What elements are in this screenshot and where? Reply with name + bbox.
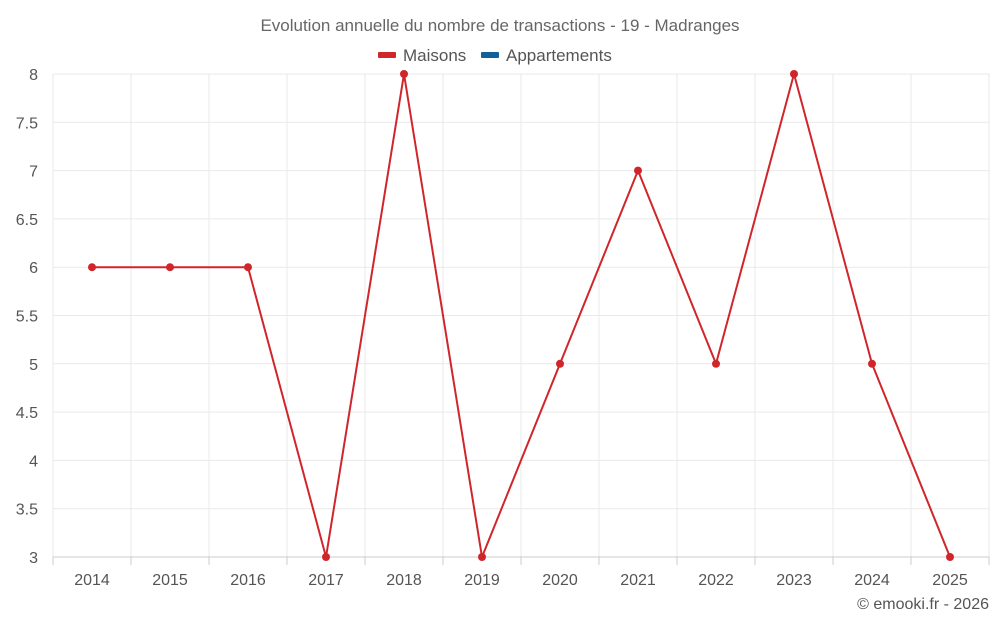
x-axis-ticks: 2014 2015 2016 2017 2018 2019 2020 2021 2022 2023… [74, 572, 968, 589]
x-tick-label: 2017 [308, 572, 344, 589]
data-point-2014[interactable] [88, 263, 96, 272]
x-tick-label: 2019 [464, 572, 500, 589]
x-tick-label: 2020 [542, 572, 578, 589]
x-tick-label: 2023 [776, 572, 812, 589]
legend-item-maisons[interactable]: Maisons [378, 46, 466, 65]
legend-item-appartements[interactable]: Appartements [481, 46, 612, 65]
y-tick-label: 5.5 [16, 309, 38, 326]
legend-swatch-maisons [378, 52, 396, 58]
series-line-maisons [92, 73, 951, 558]
x-tick-label: 2014 [74, 572, 110, 589]
data-point-2016[interactable] [244, 263, 252, 272]
y-tick-label: 3.5 [16, 502, 38, 519]
data-point-2017[interactable] [322, 553, 330, 561]
legend-swatch-appartements [481, 52, 499, 58]
x-tick-label: 2016 [230, 572, 266, 589]
series-maisons [88, 70, 954, 561]
data-point-2023[interactable] [790, 70, 798, 78]
x-tick-label: 2025 [932, 572, 968, 589]
x-tick-label: 2024 [854, 572, 890, 589]
y-tick-label: 6.5 [16, 212, 38, 229]
data-point-2019[interactable] [478, 553, 486, 561]
y-tick-label: 5 [29, 357, 38, 374]
credit: © emooki.fr - 2026 [857, 596, 989, 613]
x-tick-label: 2022 [698, 572, 734, 589]
axes [52, 556, 990, 565]
x-tick-label: 2015 [152, 572, 188, 589]
data-point-2024[interactable] [868, 359, 876, 368]
y-tick-label: 7 [29, 164, 38, 181]
y-tick-label: 4 [29, 453, 38, 470]
gridlines [52, 73, 990, 558]
data-point-2018[interactable] [400, 70, 408, 78]
y-axis-ticks: 3 3.5 4 4.5 5 5.5 6 6.5 7 7.5 8 [16, 67, 38, 567]
data-point-2020[interactable] [556, 359, 564, 368]
legend-label-appartements: Appartements [506, 46, 612, 65]
y-tick-label: 3 [29, 550, 38, 567]
data-point-2022[interactable] [712, 359, 720, 368]
y-tick-label: 4.5 [16, 405, 38, 422]
y-tick-label: 8 [29, 67, 38, 84]
y-tick-label: 7.5 [16, 115, 38, 132]
data-point-2021[interactable] [634, 166, 642, 175]
chart-title: Evolution annuelle du nombre de transact… [260, 16, 739, 35]
x-tick-label: 2021 [620, 572, 656, 589]
x-tick-label: 2018 [386, 572, 422, 589]
legend: Maisons Appartements [378, 46, 612, 65]
legend-label-maisons: Maisons [403, 46, 466, 65]
y-tick-label: 6 [29, 260, 38, 277]
data-point-2025[interactable] [946, 553, 954, 561]
data-point-2015[interactable] [166, 263, 174, 272]
